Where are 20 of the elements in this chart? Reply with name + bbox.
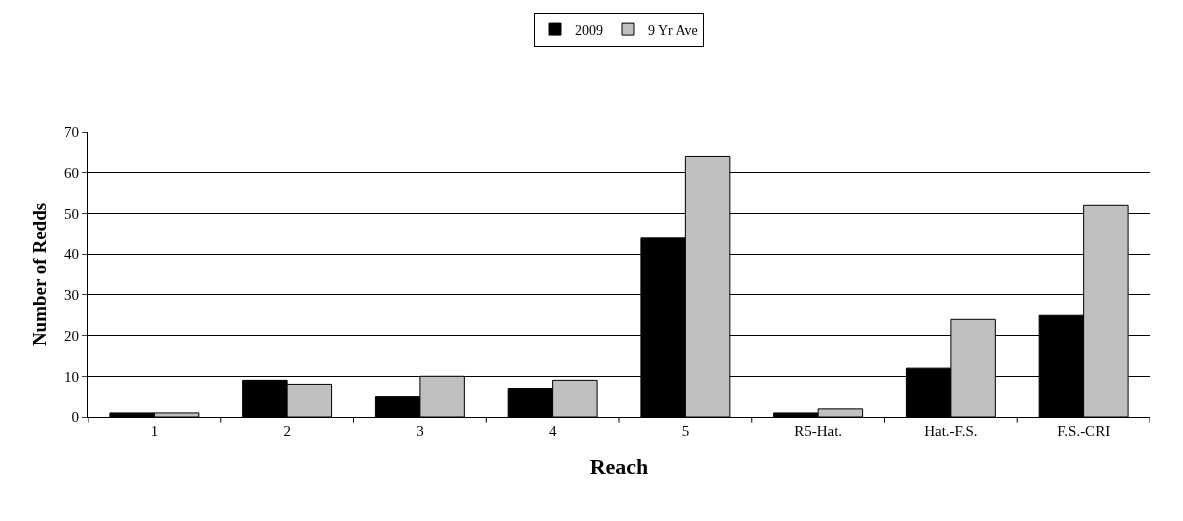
legend-label: 9 Yr Ave <box>648 22 698 38</box>
y-tick-label: 40 <box>64 246 79 263</box>
x-tick-label: 1 <box>150 423 159 439</box>
x-tick-label: 4 <box>548 423 557 439</box>
x-tick-label: 3 <box>416 423 424 439</box>
x-tick-label: F.S.-CRI <box>1057 423 1111 439</box>
y-tick-label: 10 <box>64 368 79 385</box>
x-axis-title: Reach <box>589 453 649 479</box>
y-tick-label: 70 <box>64 124 79 141</box>
y-axis-title: Number of Redds <box>28 202 50 347</box>
y-tick-label: 60 <box>64 164 79 181</box>
y-tick-label: 50 <box>64 205 79 222</box>
x-tick-label: Hat.-F.S. <box>924 423 978 439</box>
x-tick-label: 2 <box>283 423 291 439</box>
y-tick-label: 30 <box>64 287 79 304</box>
y-tick-label: 0 <box>71 409 79 426</box>
legend-label: 2009 <box>575 22 603 38</box>
y-tick-label: 20 <box>64 327 79 344</box>
x-tick-label: R5-Hat. <box>794 423 843 439</box>
x-tick-label: 5 <box>681 423 690 439</box>
